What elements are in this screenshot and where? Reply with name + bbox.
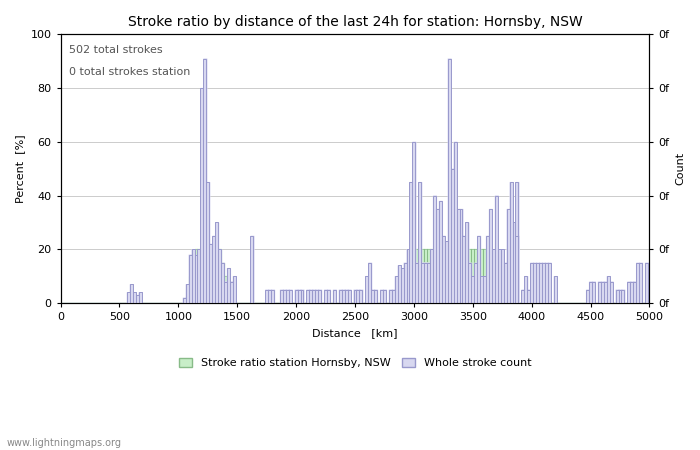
Text: 0 total strokes station: 0 total strokes station	[69, 67, 191, 76]
Legend: Stroke ratio station Hornsby, NSW, Whole stroke count: Stroke ratio station Hornsby, NSW, Whole…	[174, 353, 536, 373]
X-axis label: Distance   [km]: Distance [km]	[312, 328, 398, 338]
Text: 502 total strokes: 502 total strokes	[69, 45, 163, 55]
Text: www.lightningmaps.org: www.lightningmaps.org	[7, 438, 122, 448]
Title: Stroke ratio by distance of the last 24h for station: Hornsby, NSW: Stroke ratio by distance of the last 24h…	[127, 15, 582, 29]
Y-axis label: Percent  [%]: Percent [%]	[15, 135, 25, 203]
Y-axis label: Count: Count	[675, 152, 685, 185]
